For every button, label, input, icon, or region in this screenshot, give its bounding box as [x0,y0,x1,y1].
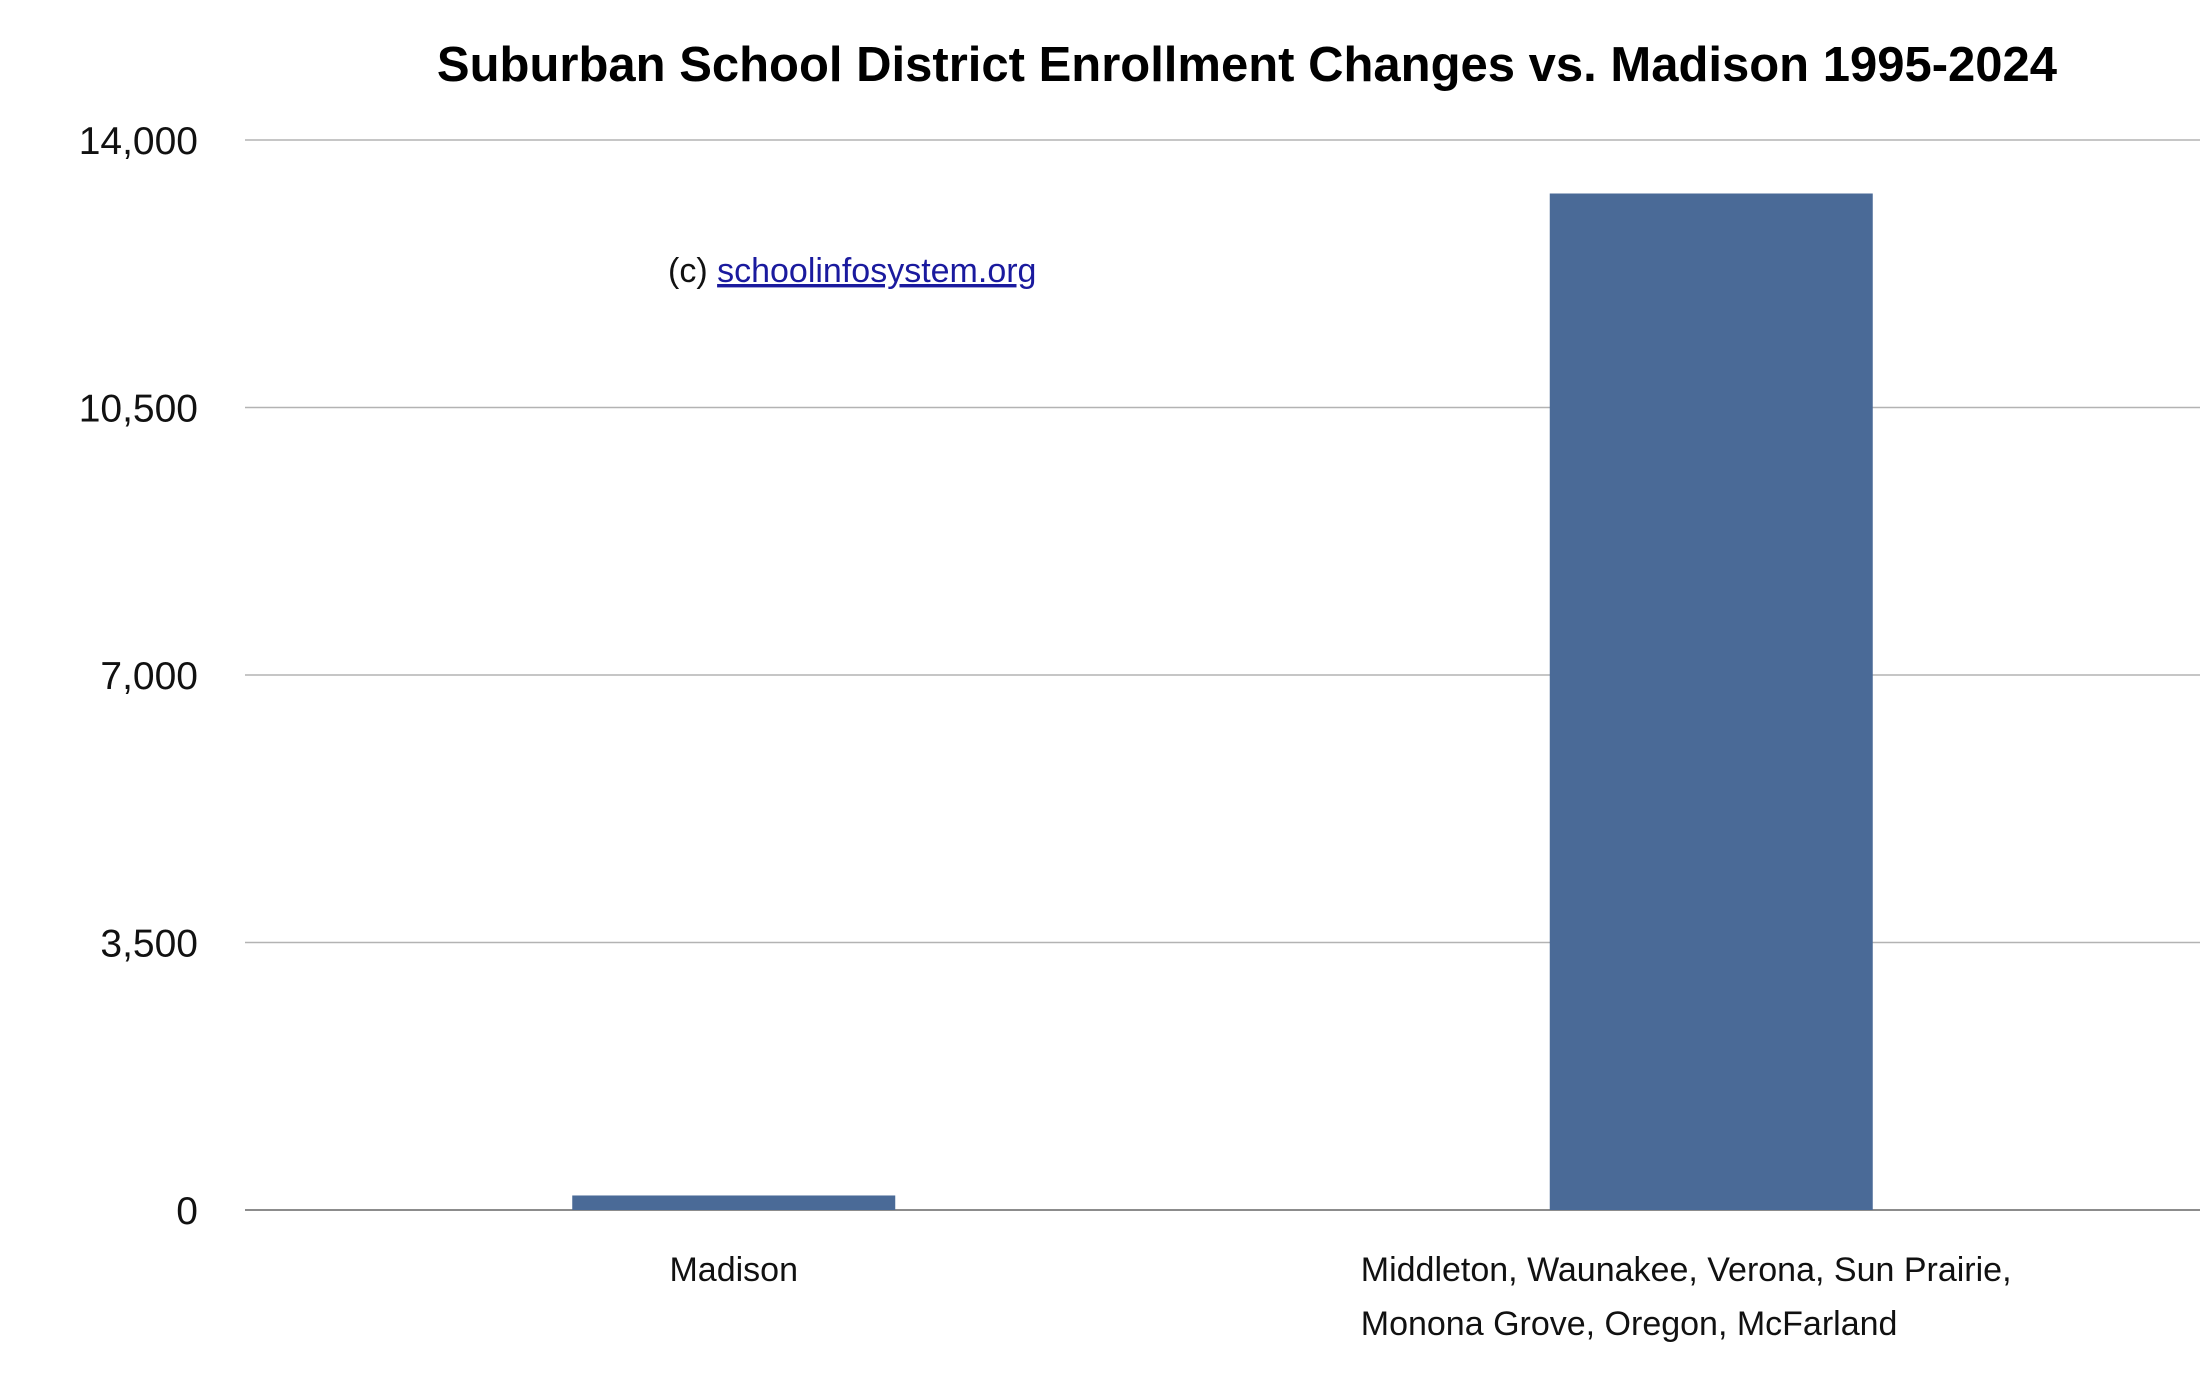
x-category-label: Madison [669,1251,798,1289]
y-tick-label: 0 [176,1190,198,1233]
y-tick-label: 7,000 [100,655,198,698]
y-tick-label: 14,000 [79,120,198,163]
y-tick-label: 10,500 [79,388,198,431]
gridlines [245,139,2200,1211]
bar [572,1195,896,1210]
bars [572,193,1873,1210]
y-axis-tick-labels: 0 3,500 7,000 10,500 14,000 [79,120,198,1233]
x-category-label-line: Middleton, Waunakee, Verona, Sun Prairie… [1361,1251,2012,1289]
x-category-label-line: Madison [669,1251,798,1289]
copyright-annotation: (c) schoolinfosystem.org [668,252,1036,290]
bar [1549,193,1873,1210]
x-category-label: Middleton, Waunakee, Verona, Sun Prairie… [1361,1251,2012,1343]
source-link[interactable]: schoolinfosystem.org [717,252,1036,290]
x-axis-category-labels: Madison Middleton, Waunakee, Verona, Sun … [669,1251,2011,1343]
copyright-prefix: (c) [668,252,717,290]
y-tick-label: 3,500 [100,923,198,966]
chart-title: Suburban School District Enrollment Chan… [437,38,2057,92]
x-category-label-line: Monona Grove, Oregon, McFarland [1361,1305,1898,1343]
